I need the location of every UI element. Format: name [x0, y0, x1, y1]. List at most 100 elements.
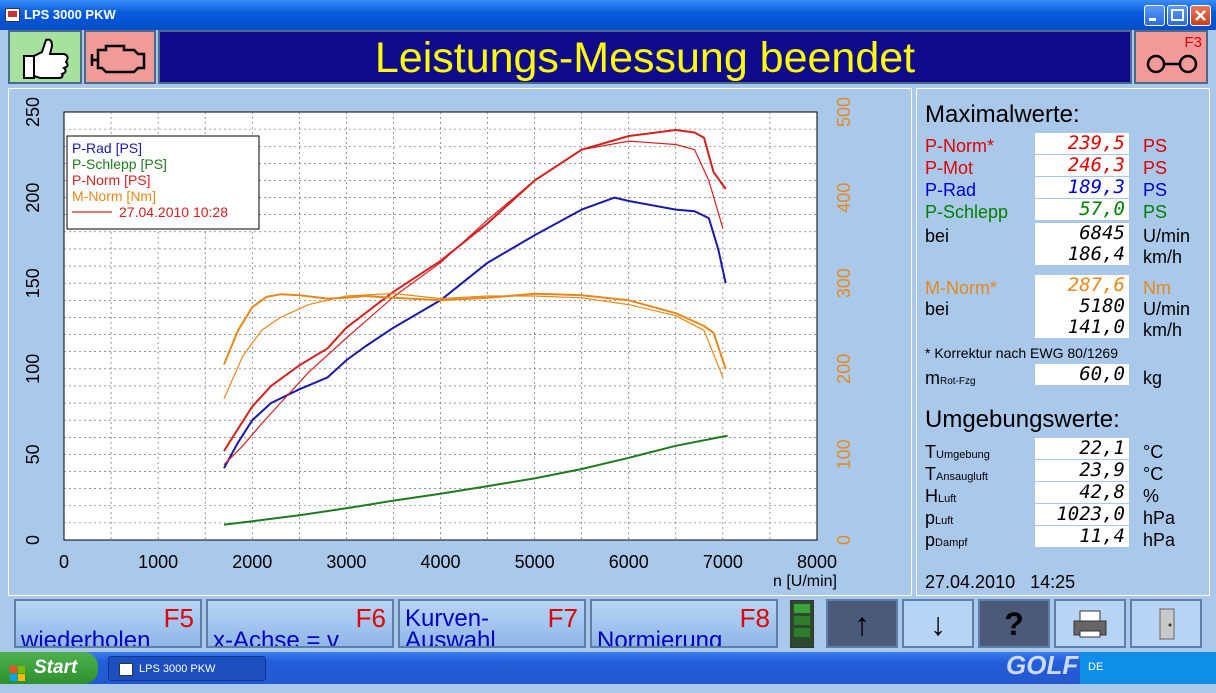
max-row-display: 246,3 — [1035, 155, 1129, 176]
max-row-unit: PS — [1143, 136, 1168, 156]
y-left-tick-label: 50 — [23, 444, 43, 464]
max-torque-rpm-display: 5180 — [1035, 296, 1129, 317]
maximize-button[interactable] — [1167, 5, 1188, 26]
x-tick-label: 7000 — [703, 552, 743, 572]
max-power-speed-display: 186,4 — [1035, 244, 1129, 265]
minimize-icon — [1149, 18, 1156, 21]
env-row-unit: hPa — [1143, 508, 1176, 528]
engine-button[interactable] — [84, 30, 156, 84]
max-row-display: 239,5 — [1035, 133, 1129, 154]
f5-repeat-button[interactable]: F5 wiederholen — [14, 599, 202, 648]
max-row-label: P-Schlepp — [925, 202, 1009, 222]
env-row-label: pDampf — [925, 530, 967, 553]
language-indicator: DE — [1088, 661, 1104, 673]
env-row-display: 23,9 — [1035, 460, 1129, 481]
env-symbol: p — [925, 508, 936, 528]
f7-line1: Kurven- — [405, 605, 490, 632]
env-row-label: TUmgebung — [925, 442, 990, 465]
legend-entry: M-Norm [Nm] — [72, 188, 156, 204]
series-line-1 — [223, 434, 728, 526]
f6-xaxis-button[interactable]: F6 x-Achse = v — [206, 599, 394, 648]
env-row-display: 22,1 — [1035, 438, 1129, 459]
led-segment — [794, 604, 810, 613]
max-row-unit: PS — [1143, 202, 1168, 222]
mnorm-unit: Nm — [1143, 278, 1171, 298]
ok-button[interactable] — [8, 30, 82, 84]
max-torque-rpm-unit: U/min — [1143, 299, 1191, 319]
app-icon-small — [119, 663, 133, 676]
y-right-tick-label: 300 — [834, 268, 854, 298]
window-titlebar[interactable] — [0, 0, 1216, 30]
max-power-rpm-display: 6845 — [1035, 223, 1129, 244]
exit-door-icon — [1159, 608, 1175, 640]
y-right-tick-label: 200 — [834, 354, 854, 384]
power-chart: 0 1000 2000 3000 4000 5000 6000 7000 80000501001… — [23, 97, 854, 590]
series-line-0 — [223, 196, 727, 469]
env-row-label: HLuft — [925, 486, 956, 509]
close-icon — [1195, 10, 1206, 21]
measurement-datetime: 27.04.2010 14:25 — [925, 572, 1076, 592]
series-line-3 — [223, 140, 724, 466]
watermark: GOLF — [1006, 650, 1079, 680]
env-symbol: p — [925, 530, 936, 550]
scroll-down-button[interactable]: ↓ — [902, 599, 974, 648]
env-subscript: Luft — [935, 515, 954, 527]
env-row-label: TAnsaugluft — [925, 464, 988, 487]
max-row-label: P-Rad — [925, 180, 977, 200]
printer-icon — [1073, 610, 1107, 638]
env-row-unit: % — [1143, 486, 1160, 506]
env-subscript: Umgebung — [936, 449, 990, 461]
bei2-label: bei — [925, 299, 950, 319]
f7-line2: Auswahl — [405, 627, 496, 648]
x-tick-label: 5000 — [515, 552, 555, 572]
close-button[interactable] — [1190, 5, 1211, 26]
legend-box — [66, 135, 260, 230]
mass-unit: kg — [1143, 368, 1163, 388]
x-tick-label: 1000 — [138, 552, 178, 572]
env-symbol: H — [925, 486, 938, 506]
arrow-up-icon: ↑ — [854, 606, 870, 642]
env-symbol: T — [925, 442, 936, 462]
start-button[interactable]: Start — [0, 652, 98, 684]
y-left-tick-label: 150 — [23, 268, 43, 298]
help-button[interactable]: ? — [978, 599, 1050, 648]
y-left-tick-label: 250 — [23, 97, 43, 127]
app-icon — [5, 8, 20, 22]
legend-entry: 27.04.2010 10:28 — [119, 204, 228, 220]
x-tick-label: 6000 — [609, 552, 649, 572]
env-subscript: Ansaugluft — [936, 471, 988, 483]
f3-button[interactable]: F3 — [1134, 30, 1208, 84]
max-values-title: Maximalwerte: — [925, 101, 1080, 128]
y-right-tick-label: 100 — [834, 439, 854, 469]
status-banner: Leistungs-Messung beendet — [158, 30, 1132, 84]
exit-button[interactable] — [1130, 599, 1202, 648]
correction-footnote: * Korrektur nach EWG 80/1269 — [925, 345, 1118, 361]
mnorm-display: 287,6 — [1035, 275, 1129, 296]
max-torque-speed-display: 141,0 — [1035, 317, 1129, 338]
env-subscript: Luft — [938, 493, 957, 505]
max-row-unit: PS — [1143, 180, 1168, 200]
graph-panel: 0 1000 2000 3000 4000 5000 6000 7000 8000 0 50 100 1… — [8, 88, 912, 596]
arrow-down-icon: ↓ — [930, 606, 946, 642]
env-symbol: T — [925, 464, 936, 484]
status-led — [790, 600, 814, 648]
scroll-up-button[interactable]: ↑ — [826, 599, 898, 648]
mass-subscript: Rot-Fzg — [940, 376, 976, 387]
engine-icon — [90, 44, 146, 74]
x-tick-label: 4000 — [420, 552, 460, 572]
minimize-button[interactable] — [1144, 5, 1165, 26]
x-axis-label: n [U/min] — [773, 573, 837, 590]
f7-curve-select-button[interactable]: F7 Kurven- Auswahl — [398, 599, 586, 648]
f8-line2: Normierung — [597, 627, 723, 648]
max-torque-speed-unit: km/h — [1143, 320, 1183, 340]
f8-normalize-button[interactable]: F8 Normierung — [590, 599, 778, 648]
env-row-label: pLuft — [925, 508, 953, 531]
env-row-display: 1023,0 — [1035, 504, 1129, 525]
print-button[interactable] — [1054, 599, 1126, 648]
taskbar-item-lps[interactable]: LPS 3000 PKW — [108, 656, 266, 681]
series-line-5 — [223, 292, 724, 400]
f6-line2: x-Achse = v — [213, 627, 340, 648]
key-icon — [1146, 54, 1198, 74]
f7-key-label: F7 — [547, 603, 578, 633]
bei-label: bei — [925, 226, 950, 246]
